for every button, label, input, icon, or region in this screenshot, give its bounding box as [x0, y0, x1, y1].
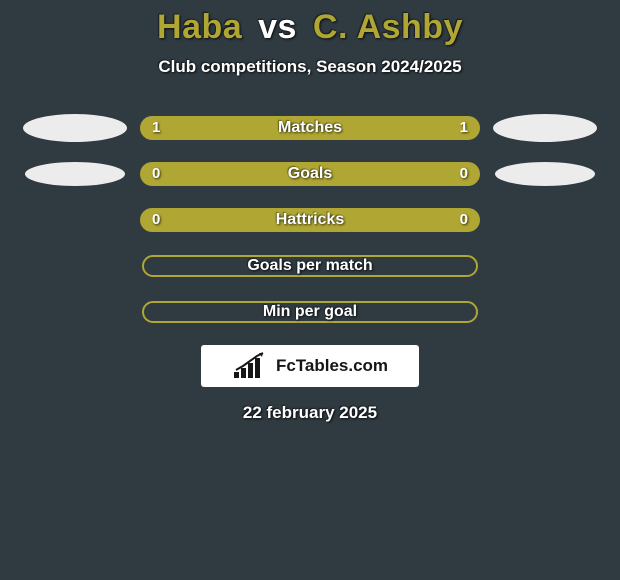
stat-row: 0 Hattricks 0 — [0, 207, 620, 233]
stat-row: Goals per match — [0, 253, 620, 279]
stat-value-right: 1 — [460, 116, 468, 140]
logo-text: FcTables.com — [276, 356, 388, 376]
stat-rows: 1 Matches 1 0 Goals 0 0 Hattricks 0 Goals per mat… — [0, 115, 620, 325]
logo-box: FcTables.com — [201, 345, 419, 387]
stat-label: Min per goal — [263, 303, 357, 321]
player2-name: C. Ashby — [313, 8, 463, 46]
stat-bar: 1 Matches 1 — [140, 116, 480, 140]
player1-ellipse-icon — [23, 114, 127, 142]
stat-bar: 0 Goals 0 — [140, 162, 480, 186]
stat-value-right: 0 — [460, 208, 468, 232]
stat-value-left: 1 — [152, 116, 160, 140]
stat-bar: 0 Hattricks 0 — [140, 208, 480, 232]
stat-value-left: 0 — [152, 162, 160, 186]
stat-label: Goals — [288, 165, 332, 183]
player2-ellipse-icon — [493, 114, 597, 142]
stat-value-left: 0 — [152, 208, 160, 232]
player1-ellipse-icon — [25, 162, 125, 186]
stat-value-right: 0 — [460, 162, 468, 186]
date-line: 22 february 2025 — [0, 403, 620, 423]
stat-bar: Min per goal — [142, 301, 478, 323]
side-left — [10, 162, 140, 186]
stat-row: Min per goal — [0, 299, 620, 325]
player2-ellipse-icon — [495, 162, 595, 186]
stat-row: 0 Goals 0 — [0, 161, 620, 187]
side-right — [480, 162, 610, 186]
subtitle: Club competitions, Season 2024/2025 — [0, 57, 620, 77]
stat-label: Hattricks — [276, 211, 344, 229]
stat-bar: Goals per match — [142, 255, 478, 277]
stat-row: 1 Matches 1 — [0, 115, 620, 141]
comparison-card: Haba vs C. Ashby Club competitions, Seas… — [0, 0, 620, 580]
stat-label: Goals per match — [247, 257, 372, 275]
stat-label: Matches — [278, 119, 342, 137]
side-right — [480, 114, 610, 142]
side-left — [10, 114, 140, 142]
logo-bars-icon — [232, 352, 272, 380]
vs-text: vs — [258, 8, 297, 46]
page-title: Haba vs C. Ashby — [0, 0, 620, 47]
player1-name: Haba — [157, 8, 242, 46]
